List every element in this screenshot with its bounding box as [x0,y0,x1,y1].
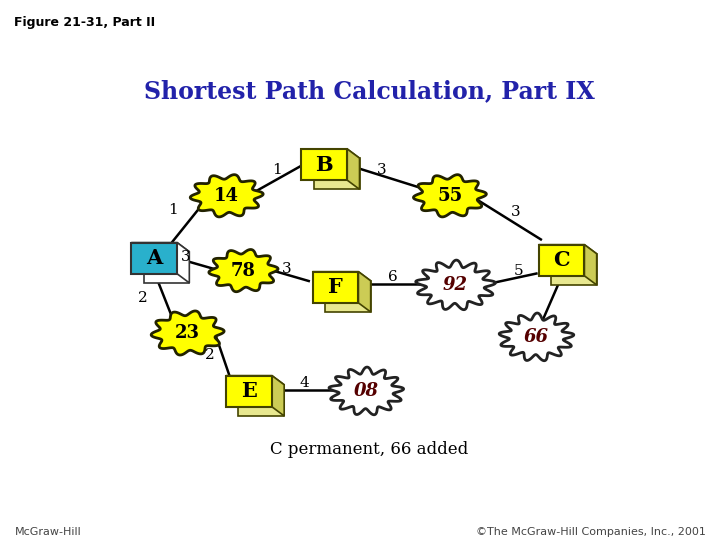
Polygon shape [238,385,284,416]
Text: 08: 08 [354,382,379,400]
Text: 14: 14 [215,187,239,205]
Text: A: A [146,248,162,268]
Polygon shape [539,245,585,276]
Polygon shape [131,242,189,252]
Text: 3: 3 [510,205,520,219]
Polygon shape [347,149,359,190]
Text: ©The McGraw-Hill Companies, Inc., 2001: ©The McGraw-Hill Companies, Inc., 2001 [476,527,706,537]
Polygon shape [499,313,574,361]
Polygon shape [539,245,597,254]
Polygon shape [329,367,404,415]
Text: 2: 2 [205,348,215,362]
Polygon shape [551,254,597,285]
Polygon shape [131,242,177,274]
Text: 78: 78 [231,261,256,280]
Polygon shape [312,272,359,303]
Text: Figure 21-31, Part II: Figure 21-31, Part II [14,16,156,29]
Text: 3: 3 [181,250,191,264]
Text: C permanent, 66 added: C permanent, 66 added [270,441,468,458]
Text: 92: 92 [443,276,468,294]
Polygon shape [190,174,263,217]
Text: 3: 3 [377,163,386,177]
Polygon shape [325,281,371,312]
Polygon shape [415,260,495,309]
Polygon shape [413,174,486,217]
Polygon shape [312,272,371,281]
Text: 1: 1 [168,204,177,217]
Text: 3: 3 [282,261,291,275]
Text: B: B [315,154,333,174]
Polygon shape [177,242,189,283]
Text: 23: 23 [175,324,200,342]
Polygon shape [151,311,224,355]
Text: 2: 2 [138,292,148,306]
Text: E: E [241,381,257,401]
Polygon shape [314,158,359,190]
Text: 4: 4 [300,376,310,390]
Text: C: C [553,250,570,270]
Text: 5: 5 [514,265,523,279]
Polygon shape [585,245,597,285]
Polygon shape [226,376,284,385]
Polygon shape [302,149,347,180]
Text: 66: 66 [524,328,549,346]
Text: F: F [328,277,343,297]
Text: 1: 1 [272,163,282,177]
Text: McGraw-Hill: McGraw-Hill [14,527,81,537]
Polygon shape [143,252,189,283]
Polygon shape [272,376,284,416]
Polygon shape [302,149,359,158]
Text: 6: 6 [387,270,397,284]
Polygon shape [359,272,371,312]
Polygon shape [209,249,278,292]
Text: Shortest Path Calculation, Part IX: Shortest Path Calculation, Part IX [143,79,595,103]
Polygon shape [226,376,272,407]
Text: 55: 55 [437,187,462,205]
